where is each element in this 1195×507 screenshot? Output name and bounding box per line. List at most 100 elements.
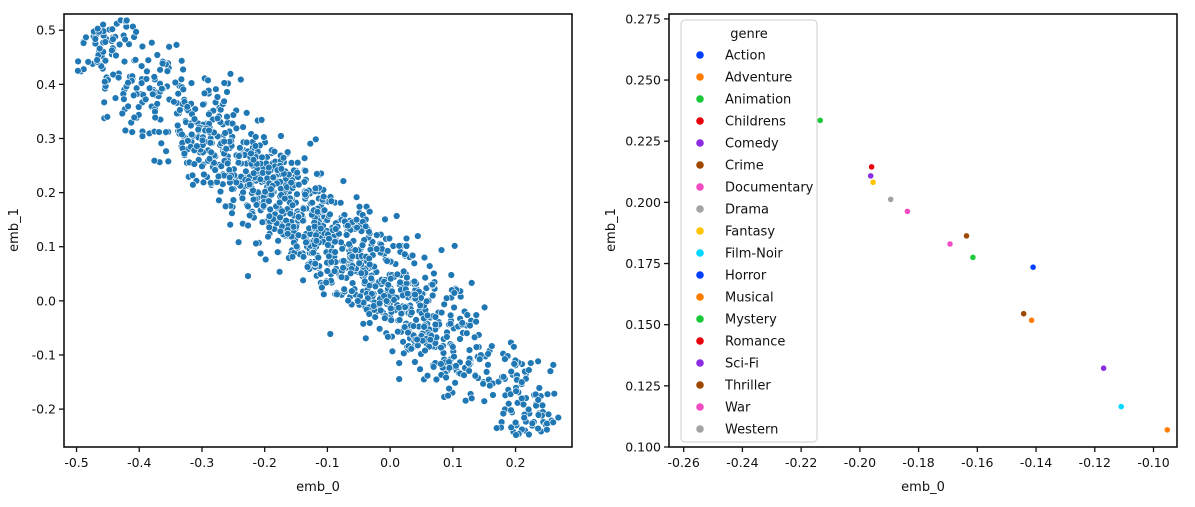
- left-data-point: [264, 233, 272, 241]
- left-data-point: [348, 287, 356, 295]
- left-data-point: [242, 167, 250, 176]
- left-data-point: [413, 335, 421, 344]
- legend-marker: [696, 249, 704, 257]
- left-data-point: [287, 178, 295, 187]
- left-data-point: [293, 169, 301, 177]
- left-data-point: [342, 231, 351, 239]
- left-data-point: [320, 206, 329, 214]
- left-data-point: [142, 75, 151, 83]
- left-y-tick-label: -0.2: [32, 402, 56, 417]
- left-data-point: [443, 333, 451, 341]
- legend-label: Adventure: [725, 71, 792, 86]
- left-x-tick-label: 0.1: [443, 455, 463, 470]
- left-data-point: [426, 262, 434, 270]
- left-data-point: [74, 57, 82, 66]
- left-x-tick-label: -0.1: [315, 455, 339, 470]
- left-data-point: [235, 152, 243, 160]
- left-data-point: [480, 397, 488, 405]
- right-y-tick-label: 0.125: [625, 378, 661, 393]
- right-x-tick-label: -0.20: [844, 455, 876, 470]
- left-data-point: [299, 253, 308, 261]
- legend-label: Film-Noir: [725, 247, 783, 262]
- left-data-point: [249, 156, 258, 164]
- left-data-point: [450, 289, 458, 297]
- left-x-tick-label: -0.4: [127, 455, 151, 470]
- left-data-point: [432, 375, 441, 384]
- left-data-point: [294, 213, 303, 221]
- left-data-point: [284, 148, 292, 156]
- left-data-point: [312, 237, 321, 245]
- left-data-point: [179, 65, 187, 74]
- left-data-point: [189, 181, 197, 189]
- left-data-point: [411, 358, 419, 366]
- left-data-point: [488, 342, 496, 350]
- left-data-point: [366, 319, 374, 327]
- left-data-point: [82, 33, 90, 41]
- left-data-point: [300, 154, 309, 162]
- left-data-point: [198, 162, 206, 171]
- left-scatter-panel: -0.5 -0.4 -0.3 -0.2 -0.1 0.0 0.1 0.2 -0.2 -0.1 0.…: [7, 13, 573, 495]
- left-data-point: [122, 16, 131, 25]
- left-data-point: [190, 160, 199, 168]
- left-data-point: [316, 270, 325, 278]
- legend-label: Romance: [725, 335, 785, 350]
- legend-entry-adventure: Adventure: [696, 71, 792, 86]
- legend-marker: [696, 161, 704, 169]
- left-data-point: [345, 240, 353, 248]
- left-data-point: [507, 423, 515, 432]
- left-data-point: [437, 360, 445, 368]
- left-data-point: [91, 35, 100, 43]
- left-data-point: [74, 67, 82, 75]
- left-data-point: [288, 253, 297, 261]
- left-data-point: [265, 163, 273, 172]
- left-data-point: [124, 102, 132, 111]
- left-data-point: [226, 221, 234, 229]
- left-data-point: [352, 216, 361, 224]
- legend-label: Crime: [725, 159, 764, 174]
- legend-entry-mystery: Mystery: [696, 313, 777, 328]
- left-data-point: [337, 199, 345, 207]
- left-data-point: [265, 212, 274, 220]
- legend-entry-thriller: Thriller: [696, 379, 771, 394]
- left-data-point: [108, 25, 117, 33]
- left-data-point: [130, 91, 138, 100]
- left-data-point: [484, 361, 492, 369]
- left-data-point: [468, 279, 476, 287]
- left-data-point: [461, 397, 470, 405]
- right-y-axis-label: emb_1: [604, 208, 619, 252]
- left-data-point: [313, 170, 321, 178]
- left-data-point: [450, 303, 458, 312]
- left-data-point: [387, 316, 395, 324]
- left-data-point: [470, 333, 479, 341]
- left-data-point: [385, 234, 394, 243]
- legend-label: Western: [725, 423, 778, 438]
- right-y-tick-label: 0.100: [625, 440, 661, 455]
- genre-point-film-noir: [1117, 403, 1125, 410]
- left-data-point: [375, 299, 384, 307]
- left-data-point: [394, 328, 402, 336]
- left-data-point: [131, 56, 140, 64]
- left-data-point: [178, 130, 186, 139]
- left-data-point: [355, 203, 364, 211]
- left-y-tick-label: 0.2: [36, 185, 56, 200]
- left-data-point: [128, 128, 136, 136]
- left-data-point: [200, 89, 209, 98]
- legend-marker: [696, 271, 704, 279]
- left-data-point: [505, 400, 513, 408]
- left-data-point: [449, 343, 457, 351]
- left-data-point: [204, 76, 212, 85]
- left-data-point: [499, 409, 507, 418]
- legend-label: Comedy: [725, 137, 779, 152]
- left-data-point: [476, 355, 484, 363]
- left-data-point: [258, 153, 266, 162]
- left-data-point: [384, 247, 392, 255]
- left-data-point: [431, 313, 440, 321]
- genre-point-sci-fi: [1100, 364, 1107, 372]
- left-data-point: [302, 238, 310, 247]
- left-data-point: [277, 165, 286, 173]
- left-data-point: [252, 133, 260, 141]
- left-data-point: [222, 145, 230, 153]
- left-data-point: [387, 304, 395, 313]
- right-x-tick-label: -0.10: [1137, 455, 1169, 470]
- left-data-point: [234, 159, 243, 167]
